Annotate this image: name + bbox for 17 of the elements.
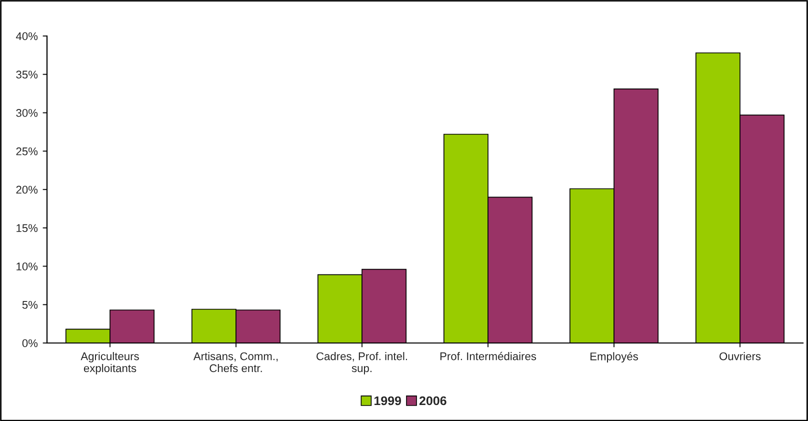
y-tick-label: 25% (16, 147, 38, 156)
legend-label: 1999 (374, 396, 402, 406)
x-tick-label: Prof. Intermédiaires (440, 352, 536, 360)
x-tick-label: Cadres, Prof. intel. sup. (316, 352, 407, 374)
y-tick-label: 20% (16, 186, 38, 194)
x-tick-label: Employés (590, 352, 638, 363)
y-tick-label: 0% (22, 339, 38, 348)
y-tick-label: 10% (16, 262, 38, 270)
y-tick-label: 40% (16, 32, 38, 40)
x-tick-label: Artisans, Comm., Chefs entr. (193, 352, 278, 372)
x-tick-label: Agriculteurs exploitants (80, 352, 139, 374)
legend-label: 2006 (419, 396, 446, 406)
y-tick-label: 35% (16, 70, 38, 79)
y-tick-label: 30% (16, 109, 38, 117)
y-tick-label: 5% (22, 300, 38, 309)
x-tick-label: Ouvriers (720, 352, 761, 360)
y-tick-label: 15% (16, 224, 38, 232)
